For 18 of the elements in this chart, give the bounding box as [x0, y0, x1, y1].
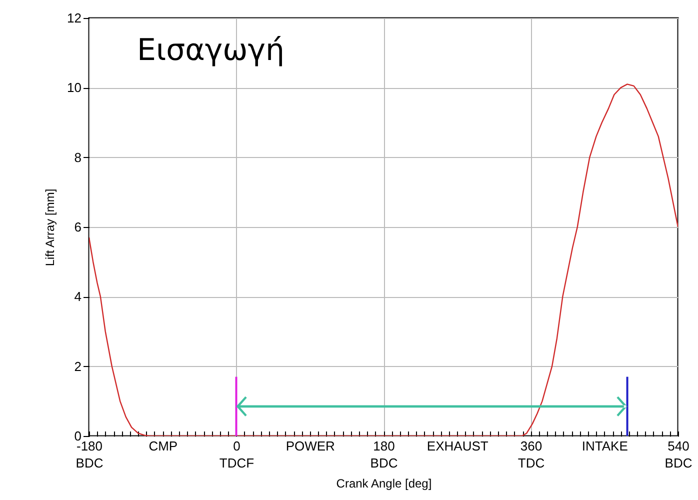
y-tick-label: 6: [74, 220, 82, 234]
y-tick-label: 4: [74, 289, 82, 304]
y-tick-label: 10: [67, 80, 82, 96]
y-tick-label: 2: [74, 358, 82, 374]
text: Εισαγωγή: [137, 33, 285, 68]
y-axis-title: Lift Array [mm]: [43, 188, 58, 266]
x-tick-label: 360 TDC: [518, 438, 545, 470]
x-tick-label: 540 BDC: [664, 438, 692, 470]
y-tick-label: 12: [67, 10, 82, 26]
x-tick-label: EXHAUST: [426, 438, 488, 454]
x-tick-label: POWER: [286, 438, 335, 454]
y-tick-label: 0: [74, 428, 82, 444]
x-tick-label: CMP: [148, 438, 178, 454]
x-tick-label: 0 TDCF: [219, 438, 254, 470]
x-tick-label: 180 BDC: [370, 438, 398, 470]
y-tick-label: 8: [74, 150, 82, 165]
x-axis-title: Crank Angle [deg]: [336, 476, 432, 490]
x-tick-label: INTAKE: [582, 438, 628, 454]
